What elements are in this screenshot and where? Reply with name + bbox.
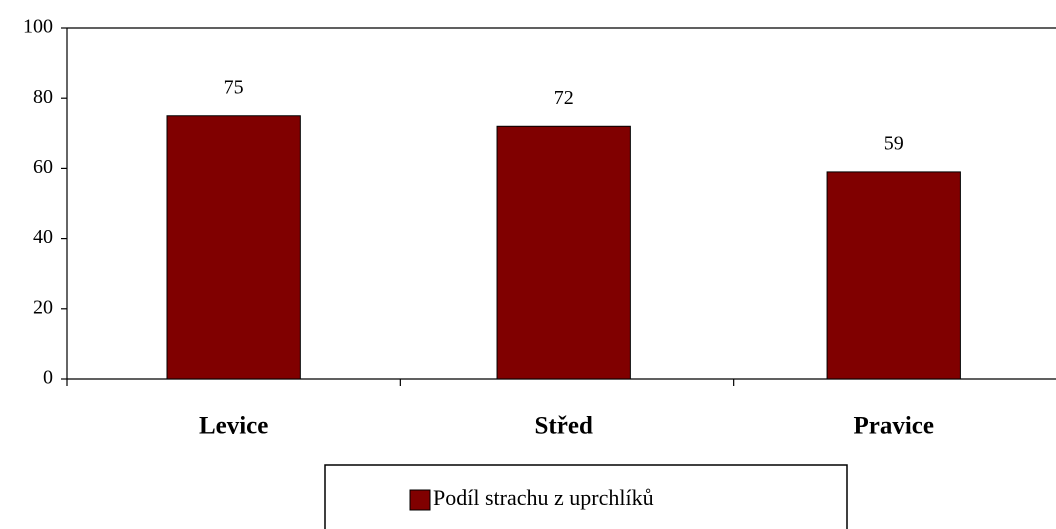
bar (166, 115, 301, 380)
bar (496, 125, 631, 380)
data-label: 72 (554, 87, 574, 109)
bar (826, 171, 961, 380)
y-tick-label: 60 (33, 156, 53, 178)
y-tick-label: 80 (33, 86, 53, 108)
x-tick-label: Střed (535, 413, 593, 440)
x-tick-label: Levice (199, 413, 268, 440)
data-label: 59 (884, 133, 904, 155)
legend-swatch (409, 489, 431, 511)
y-tick-label: 100 (23, 16, 53, 38)
legend-label: Podíl strachu z uprchlíků (433, 485, 654, 510)
y-tick-label: 40 (33, 226, 53, 248)
x-tick-label: Pravice (853, 413, 934, 440)
y-tick-label: 20 (33, 296, 53, 318)
data-label: 75 (224, 76, 244, 98)
y-tick-label: 0 (43, 367, 53, 389)
